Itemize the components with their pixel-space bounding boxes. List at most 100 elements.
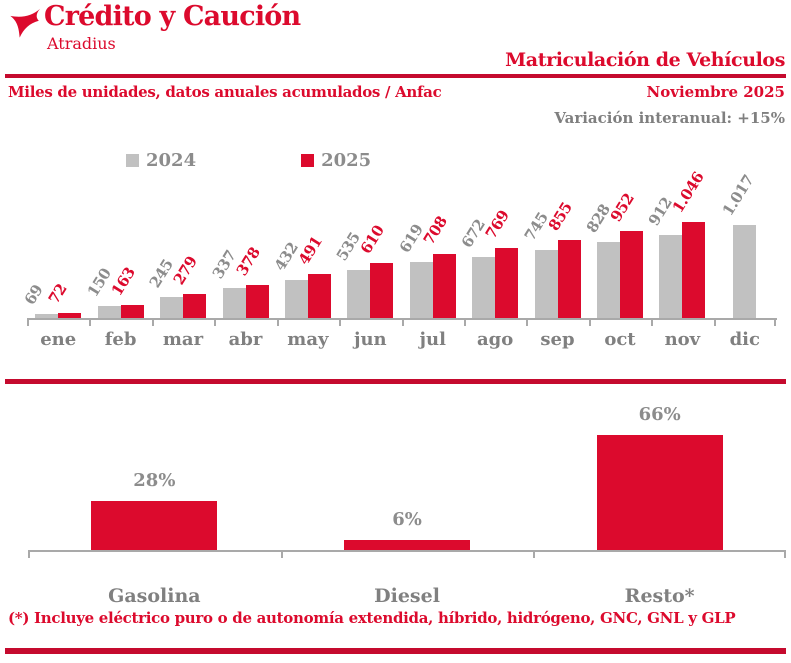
footnote: (*) Incluye eléctrico puro o de autonomí… [8,609,736,627]
bar-2024-ene [35,313,59,320]
monthly-bar-chart: 69 72 150 163 245 279 337 378 432 491 535 610 619 708… [21,168,776,320]
axis-tick [463,320,466,326]
page-title: Matriculación de Vehículos [505,49,785,71]
bar-2025-abr [245,284,269,320]
value-2024-feb: 150 [83,265,115,300]
month-label-jun: jun [353,329,387,350]
axis-tick [588,320,591,326]
bar-fuel-resto [596,435,723,550]
brand-name: Crédito y Caución [44,1,301,32]
legend-label-2025: 2025 [321,150,372,171]
value-2024-oct: 828 [582,201,614,237]
bar-2025-jun [370,262,394,320]
axis-tick [151,320,154,326]
bar-2024-oct [597,242,620,320]
axis-tick [526,320,529,326]
yoy-variation: Variación interanual: +15% [554,109,785,127]
axis-tick [784,552,786,558]
bar-2024-mar [160,297,183,320]
axis-tick [89,320,92,326]
period-label: Noviembre 2025 [646,83,785,101]
month-label-abr: abr [228,329,263,350]
axis-tick [774,320,776,326]
value-2025-mar: 279 [169,253,201,288]
fuel-axis-labels: Gasolina Diesel Resto* [28,585,786,611]
legend-swatch-2024 [126,154,139,167]
value-2025-ago: 769 [481,207,513,242]
legend-item-2024: 2024 [126,150,196,171]
bar-2024-nov [659,234,683,320]
monthly-axis-ticks [27,320,777,327]
bar-2025-nov [682,222,706,320]
month-label-feb: feb [104,329,137,350]
category-label-diesel: Diesel [374,585,440,607]
axis-tick [27,320,29,326]
section-divider [5,379,786,384]
pct-label-gasolina: 28% [133,470,176,492]
value-2024-sep: 745 [520,209,552,245]
value-2024-nov: 912 [645,193,677,229]
legend-item-2025: 2025 [301,150,371,171]
axis-tick [28,552,30,558]
bar-2025-oct [620,230,643,320]
bar-2024-jul [409,262,433,320]
month-label-oct: oct [604,329,636,350]
brand-subname: Atradius [47,34,116,53]
pct-label-resto: 66% [638,404,681,425]
bar-2024-may [284,279,308,320]
month-label-nov: nov [664,329,701,350]
chart-subtitle: Miles de unidades, datos anuales acumula… [8,83,442,101]
month-label-sep: sep [540,329,575,350]
category-label-gasolina: Gasolina [108,585,201,607]
bar-2025-feb [120,304,144,320]
axis-tick [214,320,217,326]
month-label-may: may [287,329,329,350]
bar-fuel-gasolina [91,501,218,550]
bar-2024-feb [97,305,121,320]
bar-2025-ago [495,248,519,320]
month-label-mar: mar [162,329,204,350]
value-2025-abr: 378 [232,243,264,279]
monthly-x-axis [27,318,777,320]
monthly-axis-labels: ene feb mar abr may jun jul ago sep oct nov dic [27,329,776,353]
value-2024-dic: 1.017 [719,171,758,219]
bar-2024-sep [534,250,558,320]
axis-tick [401,320,404,326]
month-label-dic: dic [729,329,760,350]
bar-2025-may [307,274,331,320]
value-2025-jul: 708 [419,212,451,248]
axis-tick [276,320,279,326]
month-label-jul: jul [419,329,446,350]
bar-2024-jun [347,269,371,320]
value-2024-ene: 69 [20,281,47,308]
bar-2024-abr [222,288,246,320]
bottom-rule [5,648,786,654]
legend-label-2024: 2024 [146,150,197,171]
bar-2025-jul [432,253,456,320]
bar-2025-mar [183,293,206,320]
title-rule [5,74,786,78]
value-2025-feb: 163 [107,263,139,299]
bar-fuel-diesel [344,539,470,550]
bar-2024-dic [733,224,757,320]
fuel-bar-chart: 28% 6% 66% [28,404,786,550]
atradius-bird-icon [10,8,41,38]
month-label-ene: ene [40,329,77,350]
axis-tick [339,320,342,326]
value-2025-may: 491 [294,233,326,268]
legend-swatch-2025 [301,154,315,167]
value-2025-sep: 855 [544,199,576,234]
bar-2024-ago [472,257,496,320]
bar-2025-sep [557,239,581,320]
axis-tick [651,320,654,326]
fuel-axis-ticks [28,552,786,559]
axis-tick [533,552,536,558]
legend: 2024 2025 [126,150,371,171]
pct-label-diesel: 6% [392,508,422,530]
value-2025-jun: 610 [357,221,389,257]
axis-tick [713,320,716,326]
bar-2025-ene [58,313,82,320]
axis-tick [280,552,283,558]
value-2025-nov: 1.046 [669,168,708,216]
